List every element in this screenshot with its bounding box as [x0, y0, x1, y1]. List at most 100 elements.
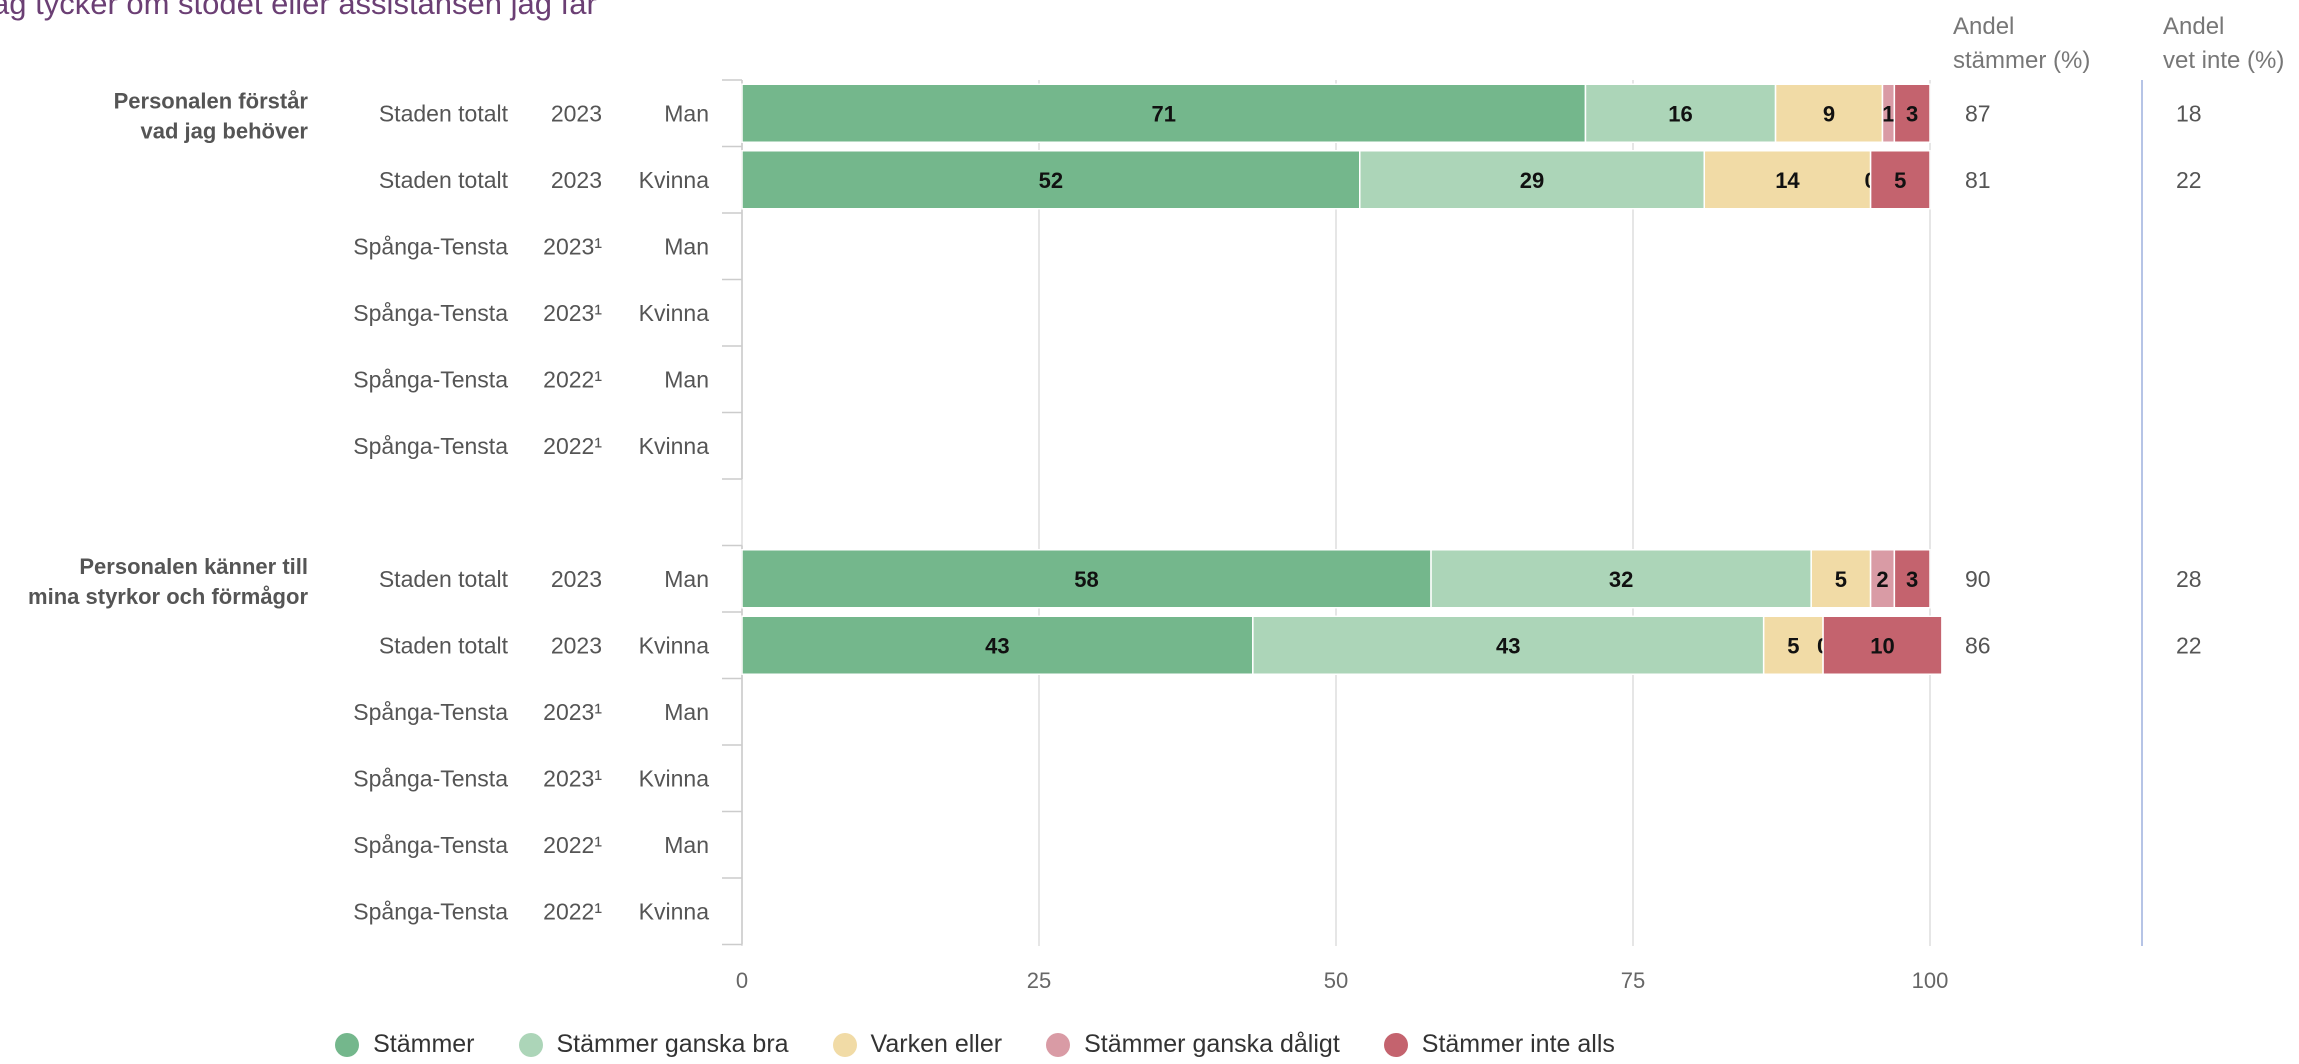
- legend-label: Stämmer ganska bra: [556, 1030, 789, 1058]
- agree-value: 81: [1965, 167, 1991, 193]
- x-tick-label: 0: [736, 968, 748, 993]
- row-area-label: Staden totalt: [379, 566, 509, 592]
- bar-segment-stämmer-ganska-bra: [1430, 549, 1812, 609]
- bar-segment-varken-eller: [1762, 615, 1824, 675]
- row-area-label: Spånga-Tensta: [353, 233, 508, 259]
- data-label: 71: [1151, 101, 1175, 126]
- row-gender-label: Kvinna: [639, 167, 710, 193]
- question-label-line2: vad jag behöver: [140, 118, 308, 143]
- legend-item[interactable]: Stämmer ganska bra: [518, 1030, 789, 1059]
- bar-segment-stämmer: [741, 83, 1587, 143]
- bar-segment-varken-eller: [1810, 549, 1872, 609]
- row-gender-label: Kvinna: [639, 898, 710, 924]
- row-year-label: 2023¹: [543, 300, 602, 326]
- data-label: 14: [1775, 168, 1800, 193]
- row-gender-label: Kvinna: [639, 300, 710, 326]
- unknown-header-line1: Andel: [2163, 13, 2224, 40]
- data-label: 9: [1823, 101, 1835, 126]
- agree-header-line1: Andel: [1953, 13, 2014, 40]
- row-area-label: Staden totalt: [379, 167, 509, 193]
- data-label: 3: [1906, 101, 1918, 126]
- data-label: 5: [1894, 168, 1906, 193]
- legend-item[interactable]: Stämmer: [335, 1030, 475, 1059]
- bar-segment-stämmer-inte-alls: [1893, 549, 1931, 609]
- bar-segment-varken-eller: [1774, 83, 1884, 143]
- unknown-value: 18: [2176, 100, 2202, 126]
- row-year-label: 2023: [551, 167, 602, 193]
- legend-label: Varken eller: [870, 1030, 1003, 1058]
- legend-swatch-icon: [1383, 1032, 1408, 1057]
- row-area-label: Spånga-Tensta: [353, 366, 508, 392]
- data-label: 16: [1668, 101, 1692, 126]
- question-label-line1: Personalen förstår: [114, 88, 309, 113]
- row-gender-label: Man: [664, 366, 709, 392]
- data-label: 5: [1835, 567, 1847, 592]
- data-label: 29: [1520, 168, 1544, 193]
- row-area-label: Spånga-Tensta: [353, 765, 508, 791]
- row-year-label: 2022¹: [543, 832, 602, 858]
- row-year-label: 2023¹: [543, 765, 602, 791]
- legend-item[interactable]: Stämmer inte alls: [1383, 1030, 1615, 1059]
- bar-segment-stämmer-ganska-bra: [1359, 150, 1706, 210]
- legend-item[interactable]: Stämmer ganska dåligt: [1046, 1030, 1340, 1059]
- question-label-line1: Personalen känner till: [79, 554, 308, 579]
- row-year-label: 2023: [551, 632, 602, 658]
- agree-header-line2: stämmer (%): [1953, 47, 2090, 74]
- data-label: 1: [1882, 101, 1894, 126]
- data-label: 43: [1496, 633, 1520, 658]
- row-year-label: 2022¹: [543, 366, 602, 392]
- row-area-label: Spånga-Tensta: [353, 300, 508, 326]
- agree-value: 86: [1965, 632, 1991, 658]
- agree-value: 90: [1965, 566, 1991, 592]
- data-label: 10: [1870, 633, 1894, 658]
- bar-segment-stämmer-inte-alls: [1869, 150, 1931, 210]
- row-area-label: Spånga-Tensta: [353, 433, 508, 459]
- x-tick-label: 25: [1027, 968, 1051, 993]
- agree-value: 87: [1965, 100, 1991, 126]
- bar-segment-stämmer-inte-alls: [1822, 615, 1943, 675]
- row-year-label: 2023: [551, 566, 602, 592]
- x-tick-label: 75: [1621, 968, 1645, 993]
- bar-segment-stämmer: [741, 615, 1254, 675]
- unknown-value: 22: [2176, 632, 2202, 658]
- row-year-label: 2022¹: [543, 433, 602, 459]
- legend-swatch-icon: [832, 1032, 857, 1057]
- row-gender-label: Man: [664, 100, 709, 126]
- legend-item[interactable]: Varken eller: [832, 1030, 1003, 1059]
- row-year-label: 2022¹: [543, 898, 602, 924]
- row-gender-label: Man: [664, 233, 709, 259]
- data-label: 5: [1787, 633, 1799, 658]
- legend-label: Stämmer ganska dåligt: [1084, 1030, 1340, 1058]
- legend-label: Stämmer inte alls: [1421, 1030, 1615, 1058]
- unknown-value: 28: [2176, 566, 2202, 592]
- row-gender-label: Kvinna: [639, 632, 710, 658]
- row-area-label: Spånga-Tensta: [353, 832, 508, 858]
- data-label: 3: [1906, 567, 1918, 592]
- x-tick-label: 50: [1324, 968, 1348, 993]
- legend-swatch-icon: [1046, 1032, 1071, 1057]
- row-gender-label: Man: [664, 699, 709, 725]
- bar-segment-stämmer-inte-alls: [1893, 83, 1931, 143]
- unknown-header-line2: vet inte (%): [2163, 47, 2284, 74]
- row-gender-label: Kvinna: [639, 765, 710, 791]
- bar-segment-stämmer-ganska-bra: [1252, 615, 1765, 675]
- bar-segment-stämmer: [741, 150, 1361, 210]
- bar-segment-stämmer: [741, 549, 1432, 609]
- row-gender-label: Man: [664, 566, 709, 592]
- data-label: 52: [1039, 168, 1063, 193]
- legend: Stämmer Stämmer ganska bra Varken eller Stä…: [0, 1030, 1950, 1059]
- legend-swatch-icon: [518, 1032, 543, 1057]
- data-label: 32: [1609, 567, 1633, 592]
- legend-label: Stämmer: [373, 1030, 475, 1058]
- data-label: 58: [1074, 567, 1098, 592]
- row-area-label: Staden totalt: [379, 632, 509, 658]
- question-label-line2: mina styrkor och förmågor: [28, 584, 308, 609]
- bar-segment-stämmer-ganska-bra: [1584, 83, 1777, 143]
- row-year-label: 2023¹: [543, 233, 602, 259]
- row-area-label: Staden totalt: [379, 100, 509, 126]
- row-gender-label: Kvinna: [639, 433, 710, 459]
- row-year-label: 2023¹: [543, 699, 602, 725]
- row-area-label: Spånga-Tensta: [353, 699, 508, 725]
- row-year-label: 2023: [551, 100, 602, 126]
